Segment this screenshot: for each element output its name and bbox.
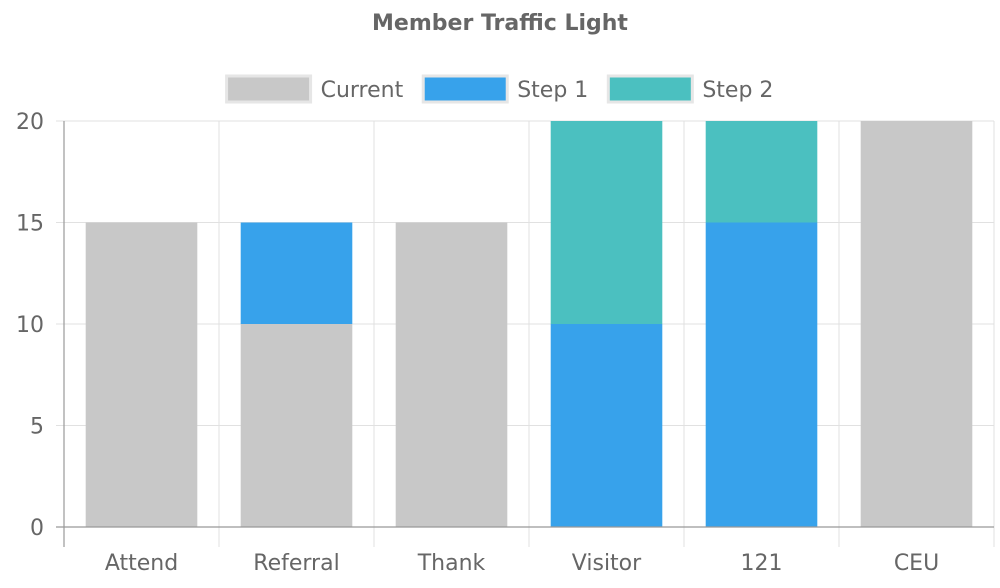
y-tick-label: 10	[16, 313, 44, 338]
bar-visitor-step-2	[550, 121, 663, 324]
chart-axes	[56, 121, 994, 547]
bar-referral-step-1	[240, 222, 353, 324]
bar-ceu-current	[860, 121, 973, 527]
legend-swatch-step-1[interactable]	[421, 74, 509, 104]
bar-121-step-2	[705, 121, 818, 223]
x-axis-ticks: Attend Referral Thank Visitor 121 CEU	[105, 551, 939, 576]
legend-swatch-step-2[interactable]	[606, 74, 694, 104]
chart-bars	[85, 121, 973, 527]
bar-referral-current	[240, 324, 353, 527]
legend-label[interactable]: Current	[321, 78, 404, 103]
chart-title: Member Traffic Light	[372, 11, 628, 36]
y-tick-label: 0	[30, 516, 44, 541]
bar-121-step-1	[705, 222, 818, 527]
y-tick-label: 20	[16, 110, 44, 135]
x-tick-label: Thank	[417, 551, 486, 576]
x-tick-label: Attend	[105, 551, 178, 576]
bar-thank-current	[395, 222, 508, 527]
x-tick-label: 121	[741, 551, 783, 576]
x-tick-label: Referral	[253, 551, 339, 576]
bar-visitor-step-1	[550, 324, 663, 527]
x-tick-label: CEU	[894, 551, 939, 576]
y-tick-label: 15	[16, 212, 44, 237]
bar-attend-current	[85, 222, 198, 527]
y-tick-label: 5	[30, 415, 44, 440]
legend-label[interactable]: Step 2	[702, 78, 773, 103]
chart-legend: Current Step 1 Step 2	[225, 74, 773, 104]
chart-grid	[56, 120, 995, 547]
x-tick-label: Visitor	[572, 551, 642, 576]
legend-label[interactable]: Step 1	[517, 78, 588, 103]
y-axis-ticks: 0 5 10 15 20	[16, 110, 44, 541]
legend-swatch-current[interactable]	[225, 74, 313, 104]
